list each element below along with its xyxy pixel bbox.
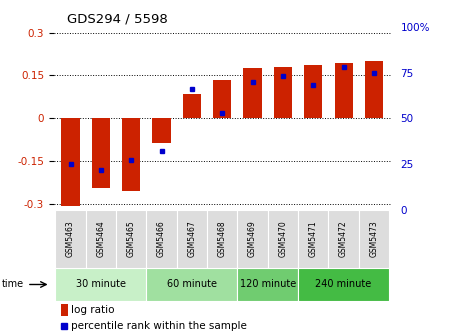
Text: 120 minute: 120 minute	[240, 280, 296, 290]
Bar	[274, 67, 292, 118]
Text: GSM5466: GSM5466	[157, 220, 166, 257]
Bar	[116, 210, 146, 268]
Bar	[86, 210, 116, 268]
Text: GSM5470: GSM5470	[278, 220, 287, 257]
Bar	[328, 210, 359, 268]
Text: GSM5471: GSM5471	[309, 220, 318, 257]
Bar	[146, 210, 177, 268]
Text: GSM5469: GSM5469	[248, 220, 257, 257]
Bar	[268, 210, 298, 268]
Text: log ratio: log ratio	[71, 305, 115, 315]
Text: GSM5472: GSM5472	[339, 220, 348, 257]
Bar	[359, 210, 389, 268]
Bar	[153, 118, 171, 143]
Bar	[122, 118, 141, 191]
Bar	[61, 304, 68, 317]
Bar	[207, 210, 238, 268]
Bar	[365, 61, 383, 118]
Bar	[335, 62, 353, 118]
Bar	[298, 210, 328, 268]
Text: 60 minute: 60 minute	[167, 280, 217, 290]
Text: time: time	[1, 280, 23, 290]
Text: 240 minute: 240 minute	[316, 280, 372, 290]
Text: GSM5473: GSM5473	[370, 220, 379, 257]
Bar	[55, 268, 146, 301]
Text: GDS294 / 5598: GDS294 / 5598	[67, 13, 168, 26]
Bar	[62, 118, 79, 206]
Bar	[304, 66, 322, 118]
Text: GSM5464: GSM5464	[97, 220, 106, 257]
Text: GSM5465: GSM5465	[127, 220, 136, 257]
Text: GSM5467: GSM5467	[187, 220, 196, 257]
Bar	[243, 68, 262, 118]
Text: percentile rank within the sample: percentile rank within the sample	[71, 321, 247, 331]
Bar	[213, 80, 231, 118]
Bar	[183, 94, 201, 118]
Bar	[238, 210, 268, 268]
Bar	[238, 268, 298, 301]
Bar	[55, 210, 86, 268]
Text: GSM5463: GSM5463	[66, 220, 75, 257]
Bar	[298, 268, 389, 301]
Text: 30 minute: 30 minute	[76, 280, 126, 290]
Bar	[177, 210, 207, 268]
Text: GSM5468: GSM5468	[218, 220, 227, 257]
Bar	[146, 268, 238, 301]
Bar	[92, 118, 110, 188]
